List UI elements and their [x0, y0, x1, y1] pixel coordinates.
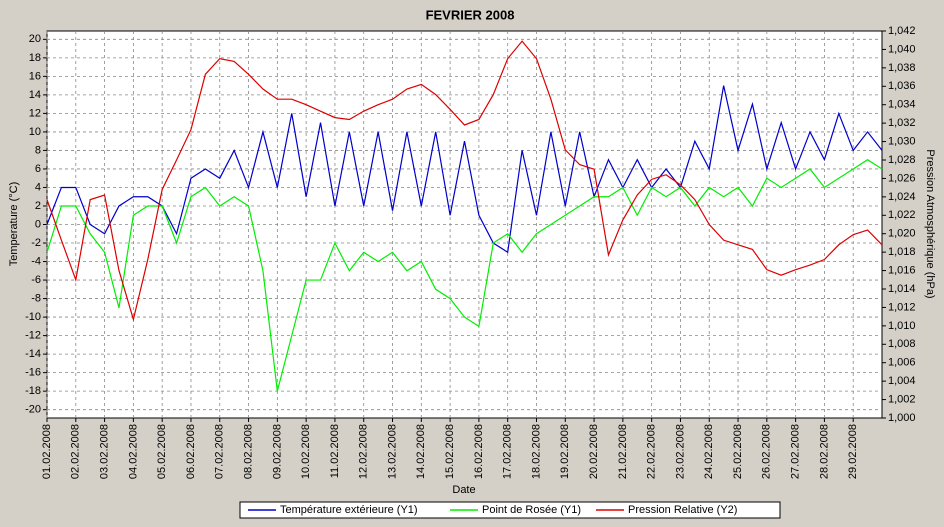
y-tick-label: 6 — [35, 163, 41, 175]
x-tick-label: 25.02.2008 — [732, 424, 744, 479]
x-tick-label: 04.02.2008 — [127, 424, 139, 479]
y-tick-label: -4 — [31, 255, 41, 267]
x-tick-label: 18.02.2008 — [530, 424, 542, 479]
y2-tick-label: 1,042 — [888, 25, 916, 37]
x-tick-label: 13.02.2008 — [386, 424, 398, 479]
x-tick-label: 14.02.2008 — [415, 424, 427, 479]
y2-tick-label: 1,012 — [888, 301, 916, 313]
x-tick-label: 20.02.2008 — [588, 424, 600, 479]
legend-label: Température extérieure (Y1) — [280, 504, 418, 516]
x-tick-label: 16.02.2008 — [473, 424, 485, 479]
y2-tick-label: 1,010 — [888, 320, 916, 332]
y-tick-label: 8 — [35, 144, 41, 156]
x-tick-label: 28.02.2008 — [818, 424, 830, 479]
x-tick-label: 17.02.2008 — [502, 424, 514, 479]
y2-tick-label: 1,032 — [888, 117, 916, 129]
x-tick-label: 09.02.2008 — [271, 424, 283, 479]
y-tick-label: -18 — [25, 385, 41, 397]
x-tick-label: 21.02.2008 — [617, 424, 629, 479]
y-tick-label: -2 — [31, 237, 41, 249]
y-tick-label: -14 — [25, 348, 41, 360]
y-tick-label: 12 — [29, 107, 41, 119]
y2-tick-label: 1,006 — [888, 357, 916, 369]
y-tick-label: 14 — [29, 89, 41, 101]
y2-tick-label: 1,030 — [888, 135, 916, 147]
x-tick-label: 15.02.2008 — [444, 424, 456, 479]
y2-tick-label: 1,038 — [888, 62, 916, 74]
y2-tick-label: 1,002 — [888, 393, 916, 405]
y2-tick-label: 1,018 — [888, 246, 916, 258]
y2-tick-label: 1,028 — [888, 154, 916, 166]
x-tick-label: 27.02.2008 — [790, 424, 802, 479]
x-tick-label: 29.02.2008 — [847, 424, 859, 479]
x-axis-label: Date — [452, 484, 475, 496]
y2-tick-label: 1,024 — [888, 191, 916, 203]
y-axis-label: Temperature (°C) — [8, 182, 20, 266]
y-tick-label: 10 — [29, 126, 41, 138]
legend-label: Pression Relative (Y2) — [628, 504, 737, 516]
y-tick-label: -12 — [25, 330, 41, 342]
y-tick-label: -6 — [31, 274, 41, 286]
y-tick-label: -10 — [25, 311, 41, 323]
x-tick-label: 02.02.2008 — [70, 424, 82, 479]
y-tick-label: 0 — [35, 218, 41, 230]
x-tick-label: 01.02.2008 — [41, 424, 53, 479]
y2-tick-label: 1,014 — [888, 283, 916, 295]
y2-tick-label: 1,004 — [888, 375, 916, 387]
legend — [239, 501, 781, 519]
y-tick-label: 16 — [29, 70, 41, 82]
x-tick-label: 12.02.2008 — [358, 424, 370, 479]
y2-tick-label: 1,022 — [888, 209, 916, 221]
y2-tick-label: 1,034 — [888, 99, 916, 111]
y2-tick-label: 1,016 — [888, 264, 916, 276]
y2-tick-label: 1,000 — [888, 412, 916, 424]
chart-title: FEVRIER 2008 — [426, 7, 515, 22]
y-tick-label: -16 — [25, 367, 41, 379]
x-tick-label: 05.02.2008 — [156, 424, 168, 479]
y-tick-label: 2 — [35, 200, 41, 212]
x-tick-label: 03.02.2008 — [98, 424, 110, 479]
x-tick-label: 08.02.2008 — [242, 424, 254, 479]
y-tick-label: -20 — [25, 404, 41, 416]
series-line — [46, 158, 883, 392]
x-tick-label: 11.02.2008 — [329, 424, 341, 478]
series-line — [46, 85, 883, 254]
y2-tick-label: 1,036 — [888, 80, 916, 92]
y2-tick-label: 1,026 — [888, 172, 916, 184]
x-tick-label: 23.02.2008 — [674, 424, 686, 479]
y2-tick-label: 1,020 — [888, 228, 916, 240]
series-line — [46, 40, 883, 322]
x-tick-label: 24.02.2008 — [703, 424, 715, 479]
legend-label: Point de Rosée (Y1) — [482, 504, 581, 516]
y-tick-label: 20 — [29, 33, 41, 45]
y-tick-label: 18 — [29, 52, 41, 64]
y2-tick-label: 1,040 — [888, 43, 916, 55]
x-tick-label: 19.02.2008 — [559, 424, 571, 479]
x-tick-label: 22.02.2008 — [646, 424, 658, 479]
y-tick-label: -8 — [31, 292, 41, 304]
x-tick-label: 10.02.2008 — [300, 424, 312, 479]
x-tick-label: 07.02.2008 — [214, 424, 226, 479]
x-tick-label: 26.02.2008 — [761, 424, 773, 479]
x-tick-label: 06.02.2008 — [185, 424, 197, 479]
y2-tick-label: 1,008 — [888, 338, 916, 350]
y-tick-label: 4 — [35, 181, 41, 193]
y2-axis-label: Pression Atmosphérique (hPa) — [924, 149, 936, 298]
